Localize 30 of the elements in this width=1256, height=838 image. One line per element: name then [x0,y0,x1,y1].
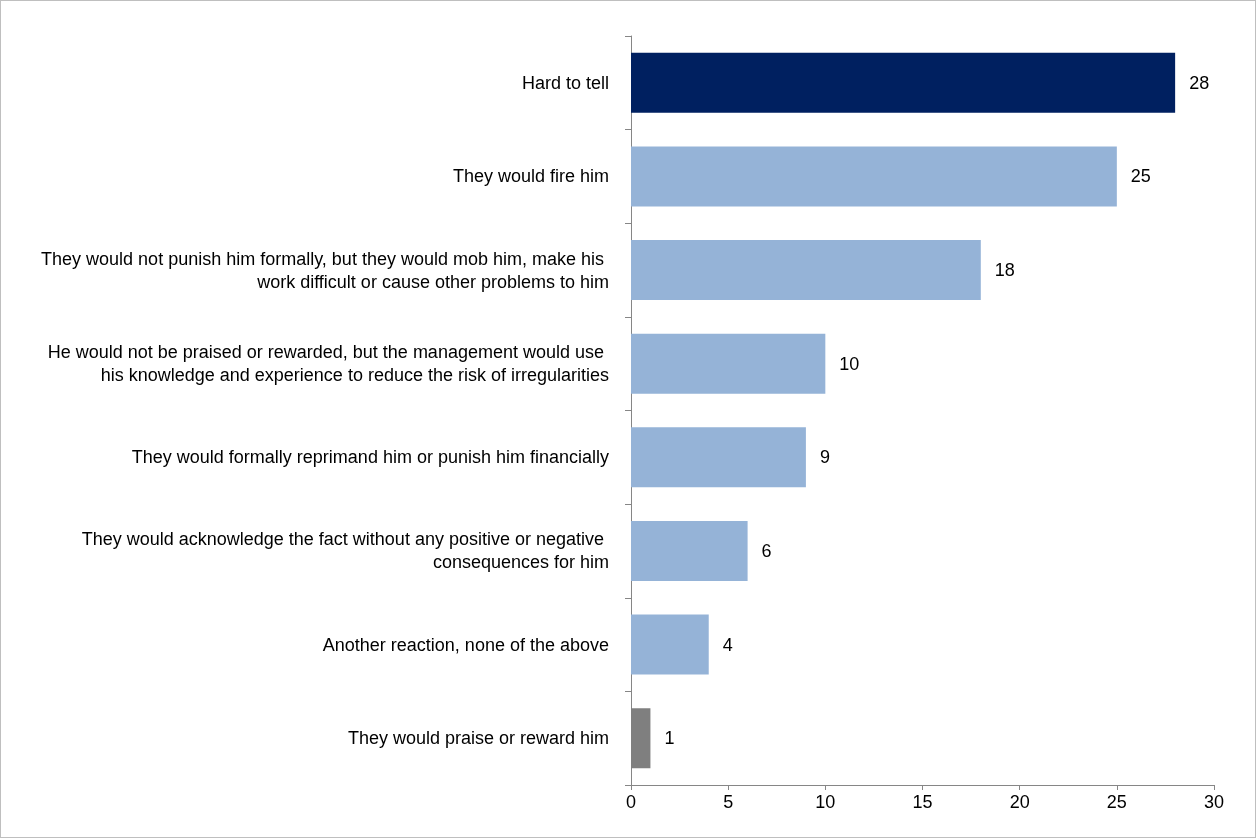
bar [631,333,826,394]
x-tick-label: 20 [1009,792,1030,812]
bar [631,520,748,581]
bar [631,427,806,488]
y-tick-label: Another reaction, none of the above [322,634,609,655]
y-tick-label: They would praise or reward him [347,728,609,749]
x-tick-label: 5 [723,792,734,812]
data-label: 25 [1130,166,1151,187]
y-tick-label: Hard to tell [521,72,609,93]
x-tick-label: 25 [1106,792,1127,812]
bar [631,240,981,301]
y-tick-label: They would fire him [452,166,609,187]
data-label: 18 [994,260,1015,281]
data-label: 4 [722,634,733,655]
data-label: 9 [819,447,830,468]
bar [631,614,709,675]
y-tick-label: They would acknowledge the fact without any positive or negative consequences for him [81,529,609,573]
x-tick-label: 30 [1203,792,1225,812]
bar [631,52,1176,113]
data-label: 28 [1189,72,1210,93]
y-tick-label: He would not be praised or rewarded, but the management would use his knowledge and experience to reduce the risk of irregularities [47,342,609,386]
x-tick-label: 0 [625,792,637,812]
data-label: 1 [664,728,675,749]
x-tick-label: 15 [912,792,933,812]
y-tick-label: They would formally reprimand him or punish him financially [131,447,609,468]
bar [631,146,1117,207]
y-tick-label: They would not punish him formally, but they would mob him, make his work difficult or cause other problems to him [41,248,609,292]
data-label: 10 [839,353,860,374]
data-label: 6 [761,540,772,561]
x-tick-label: 10 [815,792,836,812]
